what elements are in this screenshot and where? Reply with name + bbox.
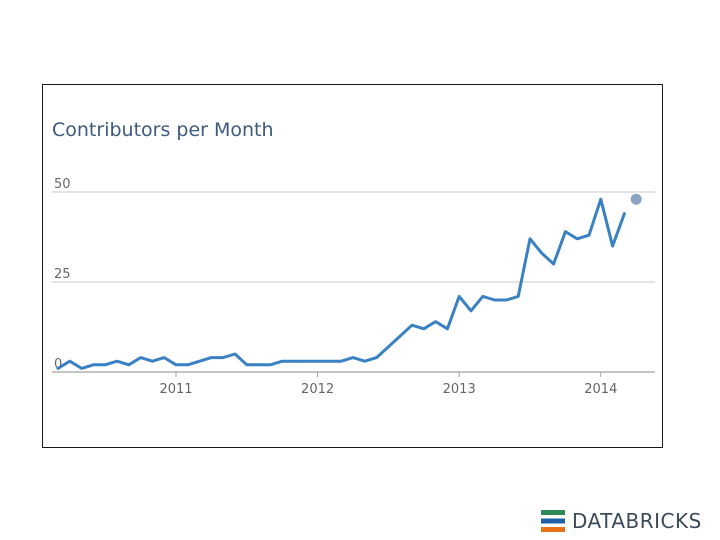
y-tick-labels: 0 25 50 [54,177,71,372]
x-tick-labels: 2011 2012 2013 2014 [159,372,617,397]
series-line-0 [56,197,626,370]
databricks-logo-text: DATABRICKS [572,509,702,533]
chart-title: Contributors per Month [52,119,274,141]
highlight-point [630,193,642,205]
y-tick-label: 25 [54,267,71,282]
y-tick-label: 0 [54,357,62,372]
y-tick-label: 50 [54,177,71,192]
x-tick-label: 2012 [301,382,334,397]
grid-lines [52,191,655,373]
x-tick-label: 2014 [584,382,617,397]
x-tick-label: 2013 [443,382,476,397]
databricks-logo-icon [541,510,565,532]
databricks-logo: DATABRICKS [541,508,702,534]
x-tick-label: 2011 [159,382,192,397]
chart-frame [42,84,663,448]
series-layer [56,193,642,370]
